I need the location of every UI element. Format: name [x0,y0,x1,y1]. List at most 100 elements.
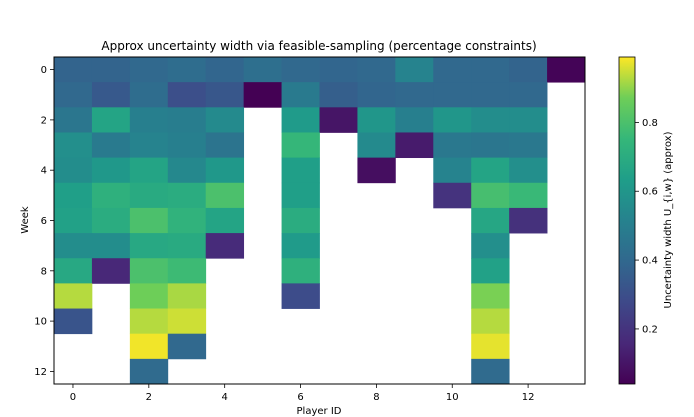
heatmap-cell [54,107,93,133]
heatmap-cell [167,283,207,309]
heatmap-cell [91,132,131,159]
heatmap-cell [167,233,207,259]
heatmap-cell [471,358,510,385]
heatmap-cell [54,132,93,159]
heatmap-cell [54,258,93,284]
heatmap-cell [433,182,472,209]
heatmap-cell [281,57,320,83]
heatmap-cell [433,82,472,108]
heatmap-cell [167,308,207,335]
x-tick-label: 12 [522,392,535,403]
heatmap-cell [54,57,93,83]
heatmap-cell [129,132,169,159]
heatmap-cell [129,283,169,309]
heatmap-cell [205,157,245,184]
heatmap-cell [129,157,169,184]
x-axis-label: Player ID [297,406,342,417]
heatmap-cell [509,157,548,184]
heatmap-cell [509,182,548,209]
heatmap-cell [129,107,169,133]
heatmap-cell [357,57,396,83]
heatmap-cell [205,132,245,159]
heatmap-cell [205,182,245,209]
y-tick-label: 8 [41,266,47,277]
heatmap-cell [471,308,510,335]
heatmap-cell [281,258,320,284]
heatmap-cell [433,107,472,133]
heatmap-cell [54,82,93,108]
heatmap-cell [91,57,131,83]
heatmap-cell [91,258,131,284]
heatmap-cell [395,82,434,108]
heatmap-cell [471,182,510,209]
heatmap-cell [319,107,358,133]
heatmap-cell [54,157,93,184]
heatmap-cell [281,132,320,159]
heatmap-cell [357,132,396,159]
heatmap-cell [471,333,510,360]
heatmap-cell [54,233,93,259]
heatmap-cell [243,82,282,108]
heatmap-cell [167,207,207,234]
heatmap-cell [433,157,472,184]
heatmap-cell [509,57,548,83]
heatmap-cell [54,308,93,335]
heatmap-cell [319,82,358,108]
heatmap-cell [395,107,434,133]
heatmap-cell [54,283,93,309]
colorbar-tick-label: 0.6 [642,187,658,198]
heatmap-cell [395,57,434,83]
heatmap-cell [167,132,207,159]
heatmap-cell [471,82,510,108]
heatmap-cell [281,283,320,309]
heatmap-cell [357,157,396,184]
heatmap-cell [129,358,169,385]
heatmap-cell [54,182,93,209]
heatmap-cell [167,157,207,184]
heatmap-cell [205,57,245,83]
chart-title: Approx uncertainty width via feasible-sa… [101,39,536,53]
x-tick-label: 8 [373,392,379,403]
heatmap-cell [91,233,131,259]
heatmap-cell [129,308,169,335]
heatmap-cell [471,207,510,234]
colorbar-tick-label: 0.4 [642,256,658,267]
heatmap-cell [129,258,169,284]
heatmap-cell [205,233,245,259]
x-tick-label: 2 [146,392,152,403]
heatmap-cell [91,82,131,108]
heatmap-cell [509,107,548,133]
heatmap-cell [205,207,245,234]
heatmap-cell [547,57,586,83]
colorbar-tick-label: 0.2 [642,324,658,335]
heatmap-cell [281,157,320,184]
y-tick-label: 6 [41,216,47,227]
heatmap-cell [471,132,510,159]
y-tick-label: 12 [34,367,47,378]
heatmap-cell [167,57,207,83]
y-tick-label: 4 [41,166,47,177]
heatmap-cell [91,107,131,133]
heatmap-cell [509,132,548,159]
y-tick-label: 2 [41,115,47,126]
colorbar [618,56,636,385]
heatmap-cell [243,57,282,83]
heatmap-cell [129,82,169,108]
heatmap-cell [167,107,207,133]
heatmap-cell [205,107,245,133]
heatmap-cell [167,82,207,108]
y-axis: 0 2 4 6 8 10 12 [34,65,54,378]
heatmap-cell [129,57,169,83]
heatmap-cell [281,107,320,133]
x-tick-label: 4 [221,392,227,403]
heatmap-cell [281,182,320,209]
heatmap-cell [54,207,93,234]
heatmap-cell [319,57,358,83]
x-tick-label: 10 [446,392,459,403]
colorbar-label: Uncertainty width U_{i,w} (approx) [663,131,674,308]
heatmap-cell [509,207,548,234]
heatmap-cell [129,233,169,259]
heatmap-cell [129,333,169,360]
heatmap-cell [281,82,320,108]
